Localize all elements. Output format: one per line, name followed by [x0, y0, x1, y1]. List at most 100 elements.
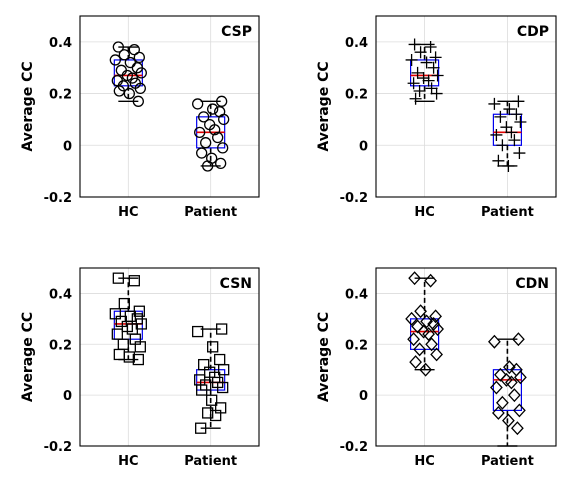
y-tick-label: 0 [63, 139, 72, 154]
data-point [425, 337, 438, 352]
chart-panel-cdn: -0.2 0 0.2 0.4 HC Patient Average CC CDN [316, 267, 557, 469]
data-point [413, 342, 426, 357]
data-point [425, 82, 438, 95]
data-point [492, 405, 505, 420]
data-point [135, 67, 147, 79]
data-point [118, 297, 130, 310]
box-group-patient [192, 95, 230, 172]
y-tick-label: 0.2 [49, 88, 72, 103]
data-point [408, 38, 421, 51]
chart-panel-cdp: -0.2 0 0.2 0.4 HC Patient Average CC CDP [316, 15, 557, 220]
data-point [508, 134, 521, 147]
y-axis-label: Average CC [316, 61, 332, 151]
data-point [513, 403, 526, 418]
data-point [206, 152, 218, 164]
data-point [431, 69, 444, 82]
data-point [195, 422, 207, 434]
data-point [113, 348, 125, 361]
data-point [218, 364, 230, 376]
chart-panel-csn: -0.2 0 0.2 0.4 HC Patient Average CC CSN [20, 267, 260, 469]
data-point [503, 360, 516, 375]
data-point [505, 375, 518, 390]
y-tick-label: 0 [63, 389, 72, 404]
x-tick-label: HC [414, 454, 434, 469]
box-group-hc [405, 271, 444, 377]
data-point [411, 66, 424, 79]
data-point [502, 413, 515, 428]
plot-frame [79, 15, 260, 198]
data-point [132, 95, 144, 107]
y-tick-label: 0.2 [345, 88, 368, 103]
box-group-hc [405, 38, 444, 105]
data-point [207, 341, 219, 353]
y-tick-label: 0.4 [49, 287, 72, 302]
data-point [196, 147, 208, 159]
data-point [192, 98, 204, 110]
data-point [490, 380, 503, 395]
data-point [419, 362, 432, 377]
data-point [414, 46, 427, 59]
data-point [424, 273, 437, 288]
data-point [494, 367, 507, 382]
x-tick-label: HC [118, 205, 138, 220]
data-point [198, 358, 210, 371]
data-point [431, 322, 444, 336]
data-point [109, 54, 121, 66]
data-point [128, 43, 140, 56]
data-point [207, 103, 219, 115]
data-point [216, 95, 228, 107]
y-tick-label: -0.2 [340, 191, 368, 206]
data-point [206, 394, 218, 406]
data-point [492, 154, 505, 167]
data-point [134, 82, 146, 95]
data-point [413, 84, 426, 97]
data-point [198, 111, 210, 123]
data-point [124, 56, 136, 69]
data-point [123, 351, 135, 363]
data-point [128, 275, 140, 287]
data-point [429, 51, 442, 64]
data-point [407, 332, 420, 347]
data-point [511, 421, 524, 436]
panel-title: CDN [515, 276, 549, 292]
x-tick-label: Patient [184, 205, 237, 220]
data-point [508, 388, 521, 403]
data-point [505, 126, 518, 139]
y-axis-label: Average CC [20, 312, 36, 402]
data-point [417, 72, 430, 85]
data-point [409, 92, 422, 105]
data-point [112, 272, 124, 284]
data-point [216, 323, 228, 335]
data-point [132, 353, 144, 366]
data-point [500, 121, 513, 134]
data-point [420, 314, 433, 329]
x-tick-label: Patient [481, 454, 534, 469]
data-point [407, 77, 420, 90]
data-point [192, 325, 204, 338]
y-tick-label: 0 [359, 139, 368, 154]
y-tick-label: 0.2 [345, 338, 368, 353]
x-tick-label: HC [414, 205, 434, 220]
data-point [409, 355, 422, 370]
data-point [429, 309, 442, 324]
data-point [496, 395, 509, 410]
y-axis-label: Average CC [316, 312, 332, 402]
box-group-hc [109, 272, 147, 366]
data-point [414, 304, 427, 319]
data-point [133, 51, 145, 64]
data-point [115, 64, 127, 76]
data-point [118, 49, 130, 61]
data-point [514, 370, 527, 385]
data-point [502, 159, 515, 172]
data-point [510, 108, 523, 121]
box-group-hc [109, 41, 147, 107]
data-point [123, 87, 135, 100]
data-point [196, 384, 208, 396]
data-point [112, 41, 124, 53]
data-point [514, 116, 527, 129]
y-tick-label: -0.2 [44, 440, 72, 455]
chart-panel-csp: -0.2 0 0.2 0.4 HC Patient Average CC CSP [20, 15, 260, 220]
data-point [420, 56, 433, 69]
data-point [194, 126, 206, 139]
